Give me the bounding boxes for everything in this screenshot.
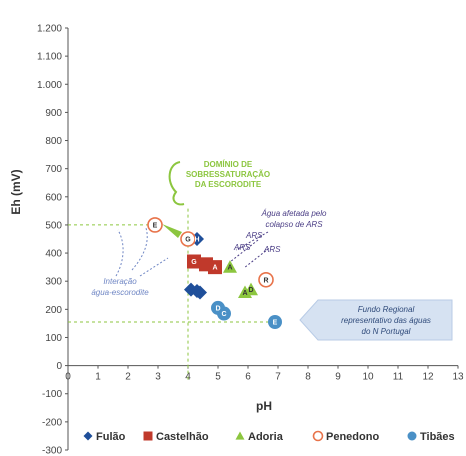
scorodite-line-3: DA ESCORODITE bbox=[195, 180, 262, 189]
y-tick-label: 700 bbox=[45, 164, 62, 175]
reference-lines bbox=[68, 208, 275, 380]
x-tick-label: 7 bbox=[275, 372, 281, 383]
data-point bbox=[187, 254, 201, 269]
regional-line-2: representativo das águas bbox=[341, 316, 431, 325]
x-tick-label: 12 bbox=[422, 372, 434, 383]
point-label: D bbox=[248, 287, 253, 294]
scorodite-line-2: SOBRESSATURAÇÃO bbox=[186, 170, 270, 179]
point-label: C bbox=[221, 311, 226, 318]
ars-marker-2: ARS bbox=[233, 243, 251, 252]
point-label: G bbox=[185, 237, 191, 244]
data-marks bbox=[147, 217, 282, 329]
point-label: H bbox=[194, 237, 199, 244]
legend-label: Castelhão bbox=[156, 431, 209, 443]
point-label: A bbox=[227, 265, 232, 272]
y-tick-label: 200 bbox=[45, 305, 62, 316]
x-tick-label: 1 bbox=[95, 372, 101, 383]
x-tick-label: 5 bbox=[215, 372, 221, 383]
y-tick-label: -200 bbox=[42, 417, 62, 428]
legend-label: Adoria bbox=[248, 431, 284, 443]
y-tick-label: 0 bbox=[56, 361, 62, 372]
interaction-line-2: água-escorodite bbox=[91, 288, 149, 297]
axes: -300-200-1000100200300400500600700800900… bbox=[37, 24, 464, 456]
x-tick-label: 10 bbox=[362, 372, 374, 383]
x-tick-label: 6 bbox=[245, 372, 251, 383]
y-tick-label: 900 bbox=[45, 108, 62, 119]
data-point bbox=[147, 217, 163, 233]
legend-label: Fulão bbox=[96, 431, 126, 443]
legend-marker bbox=[83, 431, 93, 441]
ars-marker-1: ARS bbox=[245, 231, 263, 240]
data-point bbox=[217, 306, 231, 321]
legend-marker bbox=[312, 430, 324, 442]
point-label: A bbox=[242, 290, 247, 297]
data-point bbox=[193, 285, 207, 300]
y-tick-label: -100 bbox=[42, 389, 62, 400]
point-label: E bbox=[273, 319, 278, 326]
x-tick-label: 2 bbox=[125, 372, 131, 383]
x-axis-title: pH bbox=[256, 399, 272, 413]
y-tick-label: 1.000 bbox=[37, 80, 62, 91]
scorodite-bracket bbox=[168, 161, 185, 206]
legend-label: Tibães bbox=[420, 431, 455, 443]
y-tick-label: 500 bbox=[45, 220, 62, 231]
x-tick-label: 13 bbox=[452, 372, 464, 383]
point-label: G bbox=[191, 259, 197, 266]
point-label: D bbox=[215, 305, 220, 312]
data-point bbox=[258, 271, 274, 288]
legend-label: Penedono bbox=[326, 431, 379, 443]
y-tick-label: 300 bbox=[45, 277, 62, 288]
regional-background-box bbox=[299, 299, 453, 341]
ars-collapse-line-2: colapso de ARS bbox=[265, 220, 323, 229]
y-tick-label: 1.200 bbox=[37, 24, 62, 35]
scorodite-line-1: DOMÍNIO DE bbox=[204, 160, 253, 169]
point-label: R bbox=[263, 277, 268, 284]
data-point bbox=[223, 260, 237, 273]
point-label: E bbox=[153, 222, 158, 229]
y-tick-label: 400 bbox=[45, 249, 62, 260]
x-tick-label: 9 bbox=[335, 372, 341, 383]
y-tick-label: 600 bbox=[45, 192, 62, 203]
regional-line-1: Fundo Regional bbox=[358, 305, 415, 314]
y-tick-label: -300 bbox=[42, 446, 62, 456]
data-point bbox=[268, 314, 282, 329]
ars-arrows bbox=[229, 231, 273, 269]
legend-marker bbox=[235, 431, 245, 440]
x-tick-label: 11 bbox=[393, 372, 404, 383]
x-tick-label: 8 bbox=[305, 372, 311, 383]
ars-marker-3: ARS bbox=[263, 245, 281, 254]
data-point bbox=[199, 257, 213, 272]
interaction-line-1: Interação bbox=[103, 277, 137, 286]
legend-marker bbox=[407, 431, 417, 441]
scorodite-arrow bbox=[162, 224, 182, 238]
interaction-arrows bbox=[115, 227, 169, 277]
y-tick-label: 800 bbox=[45, 136, 62, 147]
data-point bbox=[244, 282, 258, 296]
y-axis-title: Eh (mV) bbox=[9, 169, 23, 214]
ars-collapse-line-1: Água afetada pelo bbox=[261, 209, 327, 218]
regional-line-3: do N Portugal bbox=[362, 327, 411, 336]
legend: Fulão Castelhão Adoria Penedono Tibães bbox=[83, 430, 455, 443]
x-tick-label: 3 bbox=[155, 372, 161, 383]
data-point bbox=[180, 231, 196, 247]
y-tick-label: 1.100 bbox=[37, 52, 62, 63]
point-label: A bbox=[212, 265, 217, 272]
y-tick-label: 100 bbox=[45, 333, 62, 344]
x-tick-label: 0 bbox=[65, 372, 71, 383]
legend-marker bbox=[143, 431, 153, 441]
